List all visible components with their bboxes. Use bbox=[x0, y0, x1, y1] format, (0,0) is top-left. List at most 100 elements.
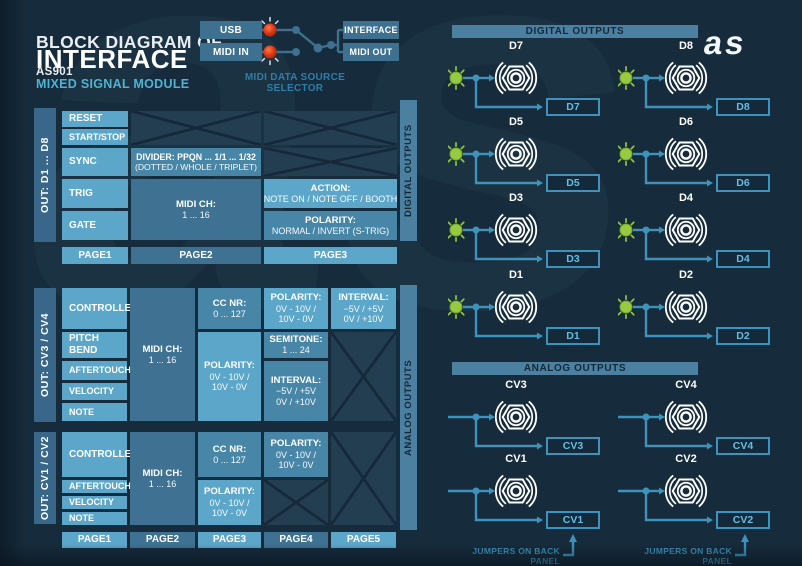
output-unit-d5: D5 D5 bbox=[448, 116, 604, 196]
midi-out-box: MIDI OUT bbox=[343, 43, 399, 61]
crossed-cell bbox=[331, 432, 396, 525]
cell-polarity: POLARITY: NORMAL / INVERT (S-TRIG) bbox=[264, 211, 397, 240]
output-unit-d4: D4 D4 bbox=[618, 192, 774, 272]
jack-socket-icon bbox=[494, 213, 538, 247]
output-box: CV2 bbox=[716, 511, 770, 529]
jumper-arrow-icon bbox=[563, 534, 577, 557]
row-label-aftertouch: AFTERTOUCH bbox=[62, 361, 131, 380]
row-label-pitchbend: PITCH BEND bbox=[62, 332, 127, 358]
jack-socket-icon bbox=[664, 61, 708, 95]
jumper-arrow-icon bbox=[735, 534, 749, 557]
row-label-note: NOTE bbox=[62, 403, 127, 421]
jack-socket-icon bbox=[494, 61, 538, 95]
page-tab: PAGE5 bbox=[331, 532, 396, 548]
cell-semitone: SEMITONE: 1 ... 24 bbox=[264, 332, 328, 358]
page-tab: PAGE3 bbox=[264, 247, 397, 264]
jack-label: D1 bbox=[508, 269, 524, 281]
jack-label: CV1 bbox=[505, 453, 527, 465]
output-unit-d2: D2 D2 bbox=[618, 269, 774, 349]
crossed-cell bbox=[264, 148, 397, 176]
interface-box: INTERFACE bbox=[343, 21, 399, 39]
jack-socket-icon bbox=[664, 400, 708, 434]
cell-action: ACTION: NOTE ON / NOTE OFF / BOOTH bbox=[264, 179, 397, 208]
row-label-gate: GATE bbox=[62, 211, 128, 240]
red-led-usb-icon bbox=[261, 16, 279, 37]
jack-label: D8 bbox=[678, 40, 694, 52]
output-unit-d7: D7 D7 bbox=[448, 40, 604, 120]
cell-divider: DIVIDER: PPQN ... 1/1 ... 1/32 (DOTTED /… bbox=[131, 148, 261, 176]
midi-in-box: MIDI IN bbox=[200, 43, 262, 61]
output-box: D2 bbox=[716, 327, 770, 345]
jack-socket-icon bbox=[494, 137, 538, 171]
row-label-note: NOTE bbox=[62, 512, 127, 525]
cell-polarity: POLARITY: 0V - 10V / 10V - 0V bbox=[264, 288, 328, 329]
output-box: D6 bbox=[716, 174, 770, 192]
jack-label: D4 bbox=[678, 192, 694, 204]
crossed-cell bbox=[264, 111, 397, 145]
jumpers-note-right: JUMPERS ON BACK PANEL bbox=[644, 546, 732, 566]
jack-label: D2 bbox=[678, 269, 694, 281]
crossed-cell bbox=[264, 480, 328, 525]
page-tab: PAGE3 bbox=[198, 532, 261, 548]
usb-box: USB bbox=[200, 21, 262, 39]
cell-interval: INTERVAL: −5V / +5V 0V / +10V bbox=[264, 361, 328, 421]
jumpers-note-left: JUMPERS ON BACK PANEL bbox=[472, 546, 560, 566]
output-box: CV1 bbox=[546, 511, 600, 529]
row-label-trig: TRIG bbox=[62, 179, 128, 208]
jack-label: D6 bbox=[678, 116, 694, 128]
output-unit-d1: D1 D1 bbox=[448, 269, 604, 349]
green-led-icon bbox=[448, 66, 465, 90]
row-label-controller: CONTROLLER bbox=[62, 288, 138, 329]
green-led-icon bbox=[618, 295, 635, 319]
jack-label: CV2 bbox=[675, 453, 697, 465]
cell-midi-ch: MIDI CH: 1 ... 16 bbox=[131, 179, 261, 240]
green-led-icon bbox=[448, 142, 465, 166]
page-tab: PAGE2 bbox=[130, 532, 195, 548]
row-label-velocity: VELOCITY bbox=[62, 383, 127, 400]
output-unit-cv3: CV3 CV3 bbox=[448, 379, 604, 459]
page-tab: PAGE4 bbox=[264, 532, 328, 548]
cell-interval: INTERVAL: −5V / +5V 0V / +10V bbox=[331, 288, 396, 329]
jack-label: D5 bbox=[508, 116, 524, 128]
jack-label: CV3 bbox=[505, 379, 527, 391]
green-led-icon bbox=[618, 218, 635, 242]
cell-midi-ch: MIDI CH: 1 ... 16 bbox=[130, 432, 195, 525]
output-unit-cv1: CV1 CV1 bbox=[448, 453, 604, 533]
jack-socket-icon bbox=[664, 213, 708, 247]
digital-outputs-header: DIGITAL OUTPUTS bbox=[452, 25, 698, 38]
analog-outputs-side-tab: ANALOG OUTPUTS bbox=[400, 285, 417, 530]
jack-label: D3 bbox=[508, 192, 524, 204]
row-label-startstop: START/STOP bbox=[62, 129, 128, 145]
output-unit-cv4: CV4 CV4 bbox=[618, 379, 774, 459]
row-label-controller: CONTROLLER bbox=[62, 432, 138, 477]
cell-polarity: POLARITY: 0V - 10V / 10V - 0V bbox=[198, 332, 261, 421]
digital-outputs-side-tab: DIGITAL OUTPUTS bbox=[400, 100, 417, 241]
green-led-icon bbox=[448, 218, 465, 242]
output-box: D3 bbox=[546, 250, 600, 268]
page-tab: PAGE1 bbox=[62, 532, 127, 548]
module-subtitle: MIXED SIGNAL MODULE bbox=[36, 77, 190, 91]
green-led-icon bbox=[618, 66, 635, 90]
crossed-cell bbox=[331, 332, 396, 421]
page-tab: PAGE1 bbox=[62, 247, 128, 264]
output-unit-d8: D8 D8 bbox=[618, 40, 774, 120]
output-unit-d3: D3 D3 bbox=[448, 192, 604, 272]
output-unit-d6: D6 D6 bbox=[618, 116, 774, 196]
jack-socket-icon bbox=[664, 474, 708, 508]
cell-cc-nr: CC NR: 0 ... 127 bbox=[198, 288, 261, 329]
output-box: D1 bbox=[546, 327, 600, 345]
analog-cv12-range-tab: OUT: CV1 / CV2 bbox=[34, 432, 56, 524]
jack-socket-icon bbox=[494, 474, 538, 508]
output-box: D4 bbox=[716, 250, 770, 268]
jack-socket-icon bbox=[494, 400, 538, 434]
jack-socket-icon bbox=[664, 137, 708, 171]
red-led-midiin-icon bbox=[261, 45, 279, 66]
cell-midi-ch: MIDI CH: 1 ... 16 bbox=[130, 288, 195, 421]
jack-socket-icon bbox=[664, 290, 708, 324]
jack-label: CV4 bbox=[675, 379, 697, 391]
green-led-icon bbox=[618, 142, 635, 166]
green-led-icon bbox=[448, 295, 465, 319]
row-label-reset: RESET bbox=[62, 111, 128, 127]
cell-cc-nr: CC NR: 0 ... 127 bbox=[198, 432, 261, 477]
cell-polarity: POLARITY: 0V - 10V / 10V - 0V bbox=[198, 480, 261, 525]
